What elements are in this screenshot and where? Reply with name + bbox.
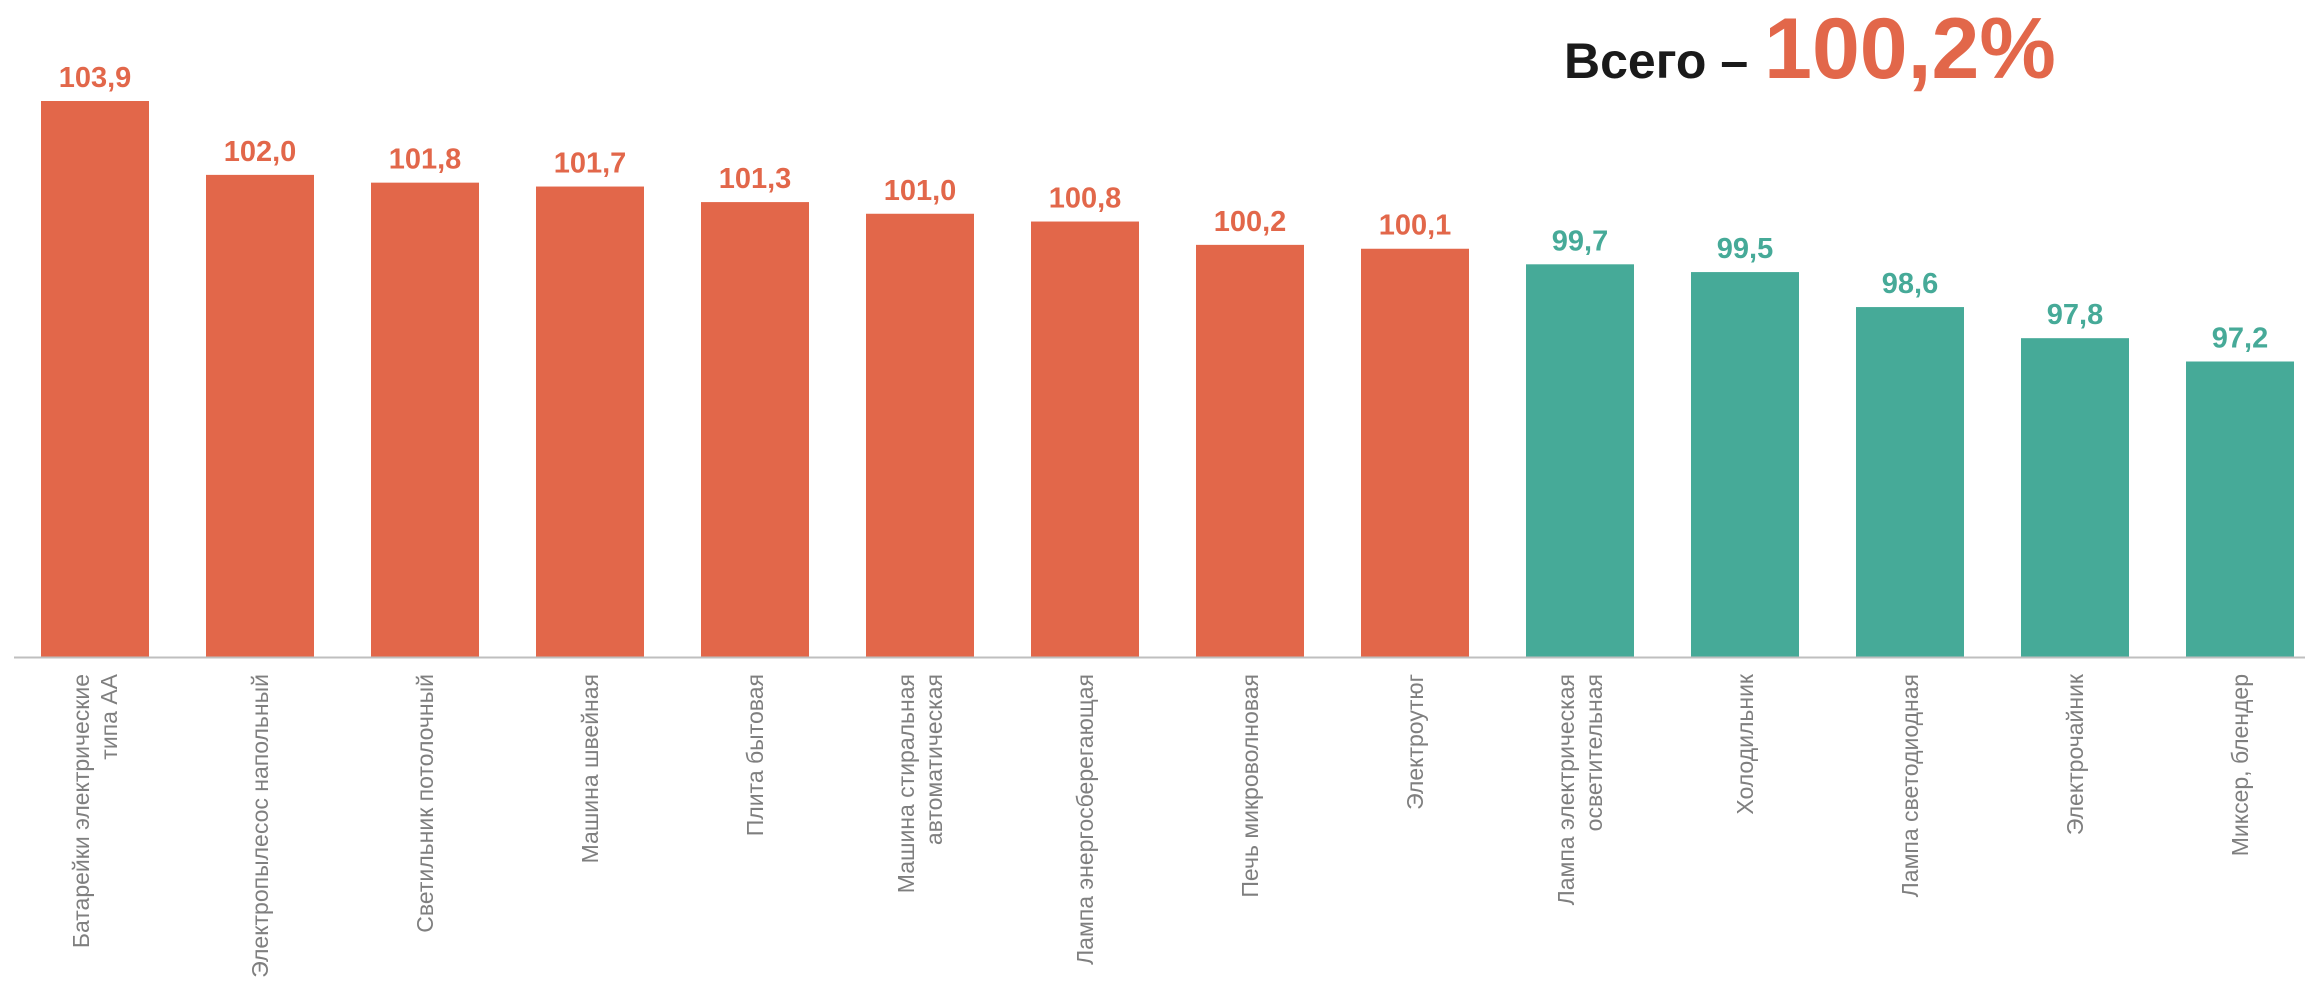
data-label: 103,9 [59, 62, 132, 94]
category-label-line: Электропылесос напольный [247, 674, 273, 978]
category-label-line: Печь микроволновая [1237, 674, 1263, 898]
category-label: Электропылесос напольный [247, 674, 273, 978]
category-label: Электроутюг [1402, 674, 1428, 810]
data-label: 100,1 [1379, 210, 1452, 242]
category-label-line: Холодильник [1732, 673, 1758, 815]
category-label: Печь микроволновая [1237, 674, 1263, 898]
category-label: Светильник потолочный [412, 674, 438, 933]
category-label-line: Плита бытовая [742, 674, 768, 836]
data-label: 97,8 [2047, 299, 2103, 331]
bar [1196, 244, 1304, 657]
data-label: 99,7 [1552, 225, 1608, 257]
bar [536, 186, 644, 658]
data-label: 101,3 [719, 163, 792, 195]
category-label-line: Машина стиральная [893, 674, 919, 893]
bar [1526, 264, 1634, 657]
data-label: 101,7 [554, 148, 627, 180]
bar [1361, 248, 1469, 658]
category-label: Батарейки электрические типа АА [68, 673, 122, 948]
data-label: 98,6 [1882, 268, 1938, 300]
bar [1031, 221, 1139, 657]
bar [2021, 338, 2129, 657]
category-label-line: Машина швейная [577, 674, 603, 863]
data-label: 102,0 [224, 136, 297, 168]
data-label: 100,2 [1214, 206, 1287, 238]
category-label: Плита бытовая [742, 674, 768, 836]
category-label-line: Лампа энергосберегающая [1072, 674, 1098, 965]
category-label: Лампа электрическая осветительная [1553, 674, 1607, 905]
category-label-line: Лампа светодиодная [1897, 674, 1923, 897]
total-summary: Всего – 100,2% [1564, 0, 2056, 100]
category-label: Машина швейная [577, 674, 603, 863]
category-label: Лампа энергосберегающая [1072, 674, 1098, 965]
category-label-line: автоматическая [921, 674, 947, 845]
bar [866, 213, 974, 657]
data-label: 97,2 [2212, 323, 2268, 355]
category-label-line: Батарейки электрические [68, 674, 94, 948]
category-label: Холодильник [1732, 673, 1758, 815]
data-label: 101,0 [884, 175, 957, 207]
category-label-line: Светильник потолочный [412, 674, 438, 933]
bar [701, 202, 809, 657]
bar [371, 182, 479, 658]
category-label-line: Лампа электрическая [1553, 674, 1579, 905]
bar [206, 174, 314, 657]
total-label: Всего – [1564, 33, 1749, 89]
category-label-line: осветительная [1581, 674, 1607, 831]
data-label: 101,8 [389, 144, 462, 176]
category-label-line: Электроутюг [1402, 674, 1428, 810]
category-label-line: Электрочайник [2062, 673, 2088, 835]
category-label-line: Миксер, блендер [2227, 674, 2253, 856]
bar [2186, 361, 2294, 657]
category-label: Миксер, блендер [2227, 674, 2253, 856]
category-label-line: типа АА [96, 673, 122, 759]
category-label: Электрочайник [2062, 673, 2088, 835]
category-label: Машина стиральная автоматическая [893, 674, 947, 893]
bar [1691, 272, 1799, 657]
bar [41, 101, 149, 657]
total-value: 100,2% [1764, 1, 2056, 97]
category-label: Лампа светодиодная [1897, 674, 1923, 897]
bar [1856, 307, 1964, 657]
data-label: 99,5 [1717, 233, 1773, 265]
data-label: 100,8 [1049, 183, 1122, 215]
